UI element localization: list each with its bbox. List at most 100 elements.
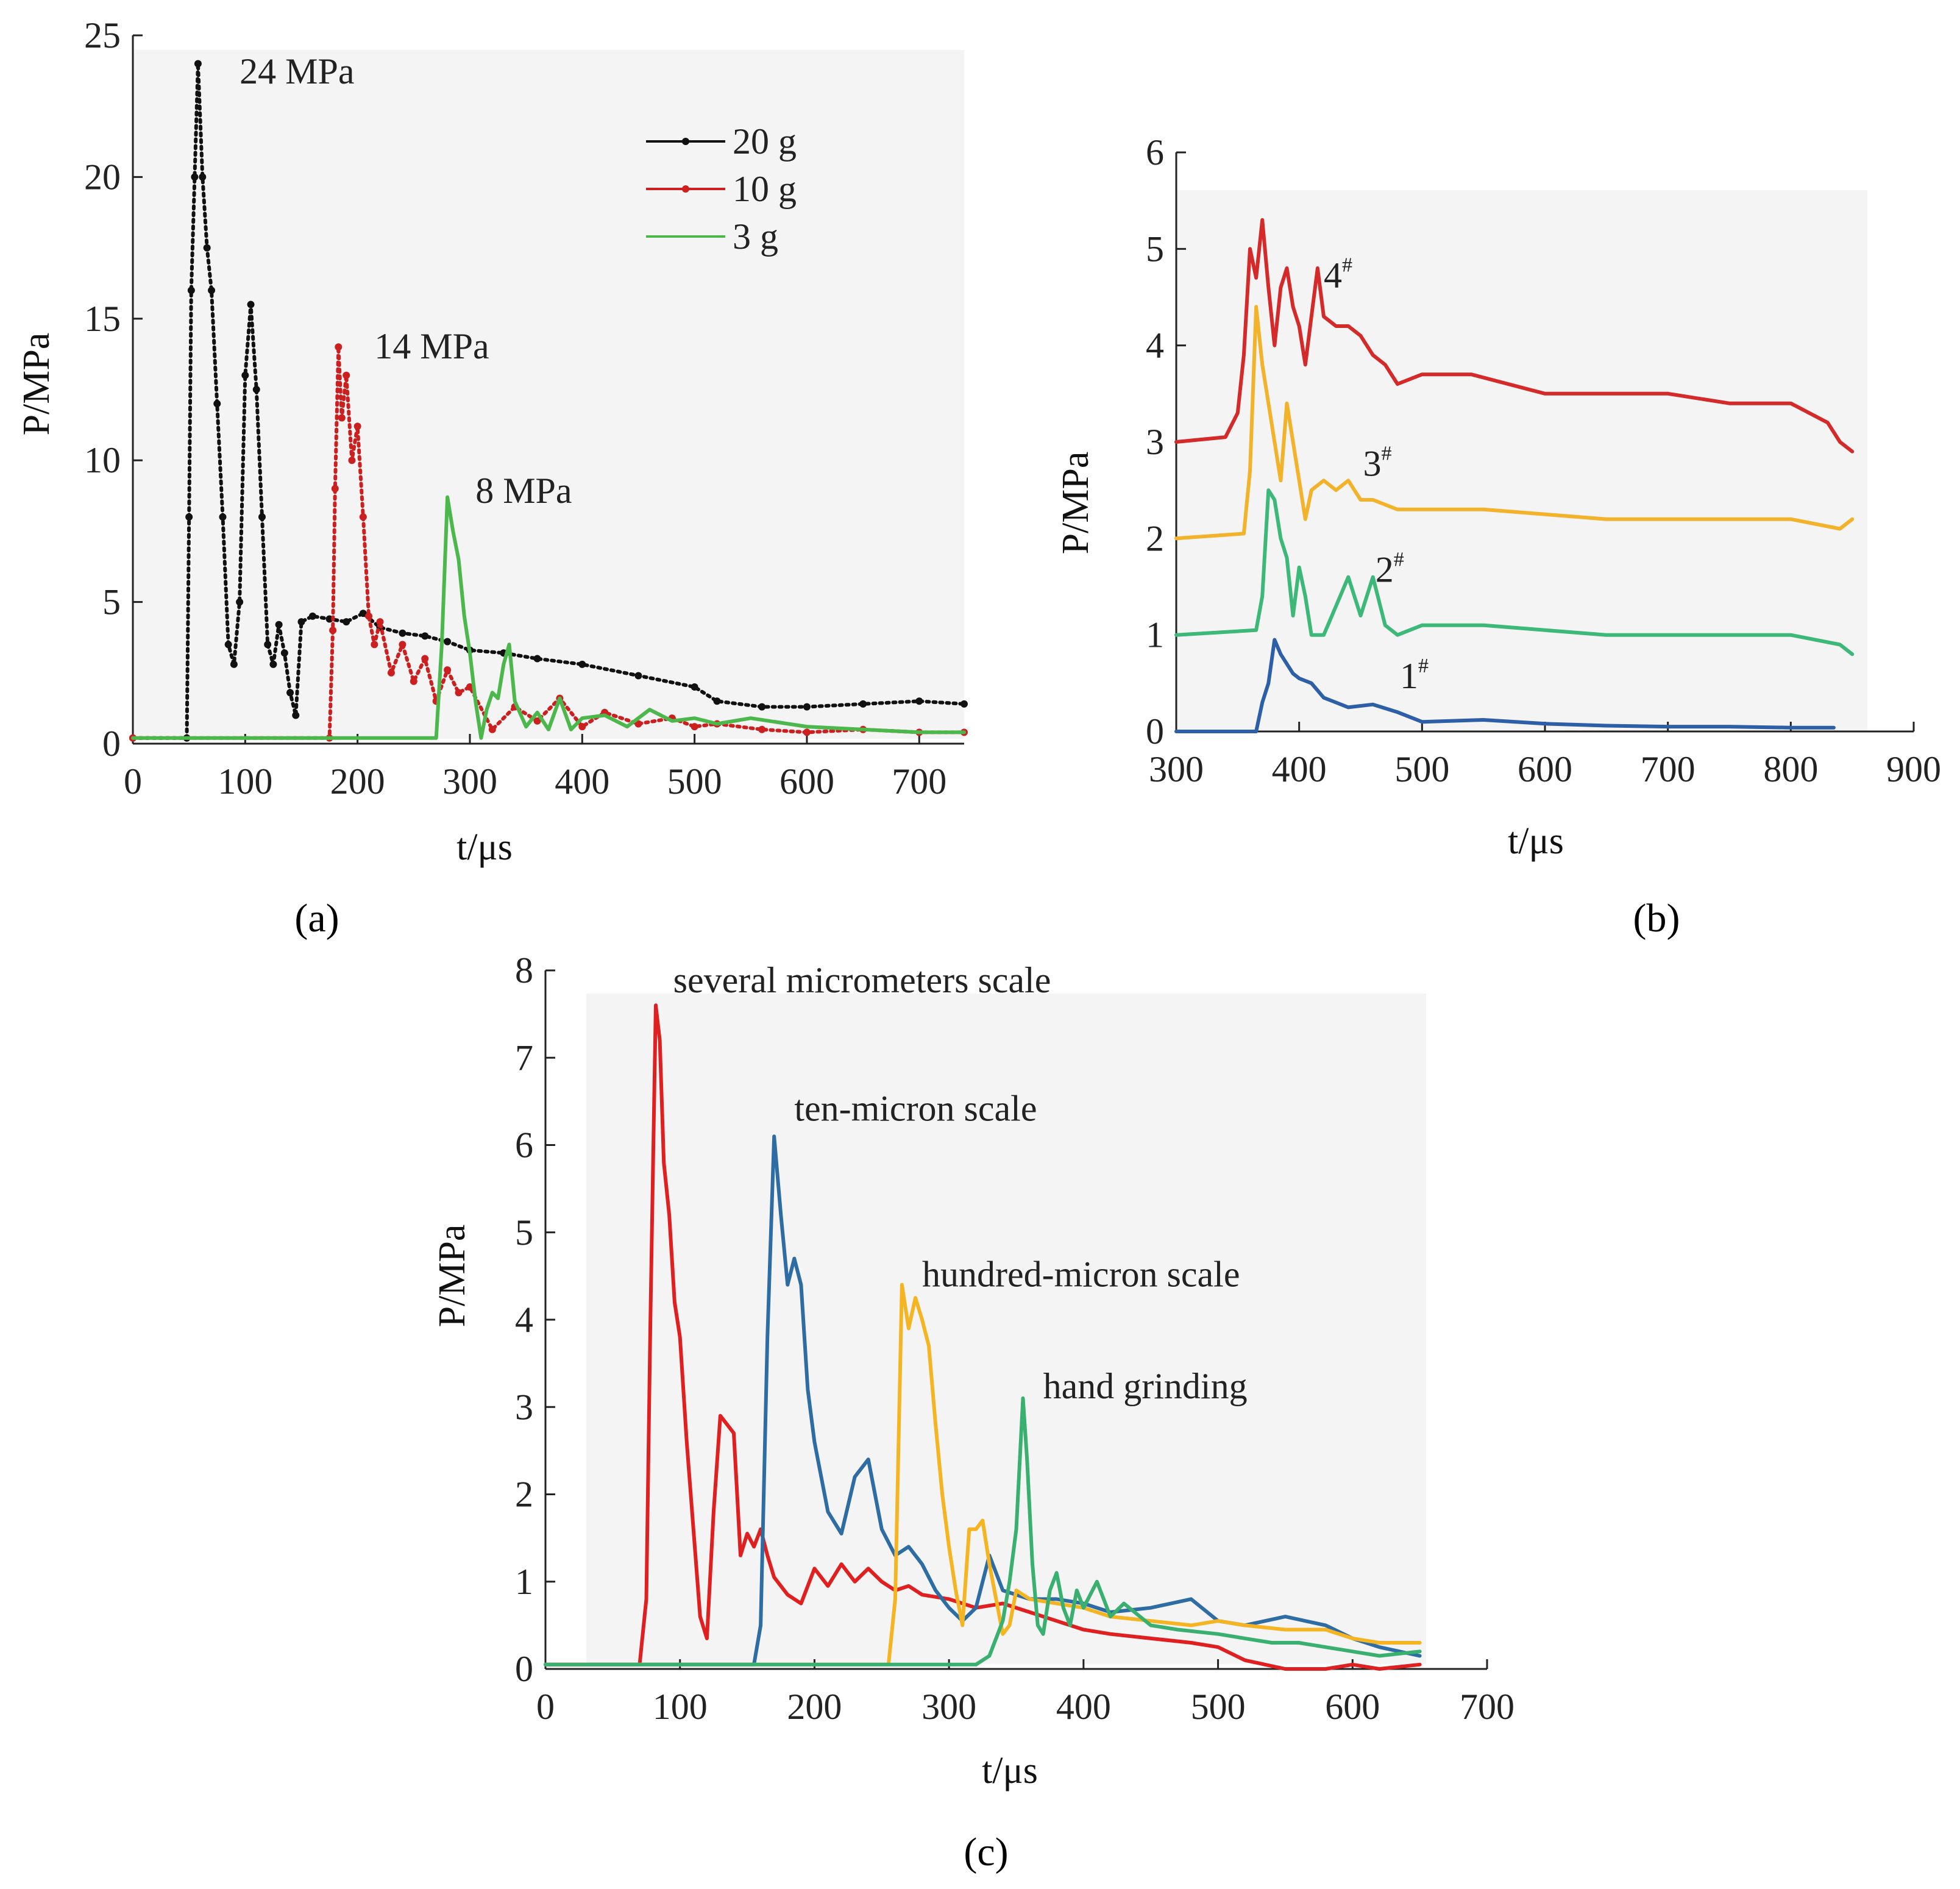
x-tick-label: 700 — [1641, 749, 1695, 789]
y-tick-label: 1 — [1146, 615, 1164, 655]
chart-panel-b: 300 400 500 600 700 800 900 0 1 2 3 4 5 6 t/μs P/MPa 4#… — [1055, 132, 1941, 862]
data-point — [331, 485, 339, 493]
chart-panel-a: 0 100 200 300 400 500 600 700 0 5 10 15 20 25 t/μs P/MP… — [16, 15, 968, 868]
data-point — [803, 728, 811, 736]
x-tick-label: 100 — [218, 761, 272, 802]
x-tick-label: 700 — [1460, 1687, 1514, 1727]
y-tick-label: 6 — [1146, 132, 1164, 173]
axes-b: 300 400 500 600 700 800 900 0 1 2 3 4 5 6 t/μs P/MPa — [1055, 132, 1941, 862]
y-tick-label: 4 — [1146, 326, 1164, 366]
data-point — [338, 414, 346, 422]
annotation-label: 1# — [1400, 655, 1429, 696]
series-4 — [1174, 218, 1855, 454]
series-line-3-g — [131, 495, 966, 740]
data-point — [236, 598, 244, 606]
data-point — [359, 610, 367, 617]
y-tick-label: 7 — [515, 1037, 533, 1078]
data-point — [691, 723, 698, 731]
panel-caption-b: (b) — [1633, 896, 1680, 941]
data-point — [376, 618, 384, 626]
data-point — [359, 513, 367, 521]
data-point — [915, 697, 923, 705]
y-tick-label: 25 — [84, 15, 121, 55]
x-tick-label: 0 — [124, 761, 142, 802]
data-point — [208, 286, 216, 294]
series-line-10-g — [131, 345, 966, 740]
data-point — [455, 689, 463, 697]
y-tick-label: 6 — [515, 1125, 533, 1165]
data-point — [185, 513, 193, 521]
x-tick-label: 600 — [1325, 1687, 1380, 1727]
x-axis-label: t/μs — [456, 827, 513, 868]
x-tick-label: 500 — [1191, 1687, 1246, 1727]
x-tick-label: 400 — [1272, 749, 1327, 789]
data-point — [399, 641, 407, 649]
y-axis-label: P/MPa — [1055, 452, 1096, 555]
series-line-2 — [1174, 488, 1855, 656]
data-point — [758, 725, 766, 733]
legend-a: 20 g 10 g 3 g — [646, 121, 797, 257]
x-tick-label: 400 — [555, 761, 609, 802]
data-point — [533, 655, 541, 663]
data-point — [241, 371, 249, 379]
data-point — [269, 660, 277, 668]
series-line-hand-grinding — [544, 1396, 1422, 1667]
series-ten-micron-scale — [544, 1134, 1422, 1667]
series-hundred-micron-scale — [544, 1282, 1422, 1667]
annotations-c: several micrometers scale ten-micron scal… — [673, 960, 1248, 1406]
annotation-label: ten-micron scale — [794, 1088, 1037, 1128]
data-point — [199, 173, 207, 181]
x-axis-label: t/μs — [1508, 820, 1564, 862]
data-point — [410, 677, 417, 685]
x-axis-label: t/μs — [982, 1750, 1038, 1791]
y-tick-label: 8 — [515, 950, 533, 991]
data-point — [343, 371, 350, 379]
data-point — [444, 666, 452, 674]
chart-panel-c: 0 100 200 300 400 500 600 700 0 1 2 3 4 5 6 7 8 t/μs P/MPa… — [431, 950, 1514, 1791]
data-point — [194, 60, 202, 68]
x-tick-label: 500 — [667, 761, 722, 802]
series-line-1 — [1174, 638, 1836, 733]
y-tick-label: 2 — [1146, 518, 1164, 558]
legend-marker — [682, 138, 689, 145]
series-group-c — [544, 1003, 1422, 1671]
data-point — [187, 286, 195, 294]
x-tick-label: 0 — [536, 1687, 555, 1727]
data-point — [859, 700, 867, 708]
plot-area-c — [586, 994, 1426, 1664]
data-point — [634, 720, 642, 728]
annotation-label: hundred-micron scale — [922, 1254, 1240, 1295]
data-point — [292, 711, 300, 719]
y-axis-label: P/MPa — [431, 1225, 473, 1328]
annotation-label: 24 MPa — [240, 51, 354, 91]
legend-label: 20 g — [733, 121, 797, 162]
series-line-hundred-micron-scale — [544, 1282, 1422, 1667]
x-tick-label: 300 — [1149, 749, 1204, 789]
series-2 — [1174, 488, 1855, 656]
y-tick-label: 5 — [1146, 229, 1164, 269]
series-several-micrometers-scale — [544, 1003, 1422, 1671]
y-tick-label: 1 — [515, 1562, 533, 1602]
panel-caption-a: (a) — [294, 896, 339, 941]
data-point — [444, 638, 452, 646]
legend-label: 3 g — [733, 216, 778, 257]
data-point — [371, 641, 378, 649]
y-tick-label: 0 — [102, 724, 121, 764]
annotation-label: 14 MPa — [374, 326, 489, 366]
data-point — [275, 621, 283, 628]
series-3-g — [131, 495, 966, 740]
data-point — [329, 627, 337, 635]
y-tick-label: 2 — [515, 1475, 533, 1515]
series-line-4 — [1174, 218, 1855, 454]
x-tick-label: 300 — [921, 1687, 976, 1727]
annotation-label: several micrometers scale — [673, 960, 1051, 1000]
data-point — [308, 612, 316, 620]
data-point — [387, 669, 395, 677]
data-point — [365, 612, 373, 620]
x-tick-label: 700 — [892, 761, 946, 802]
annotation-superscript: # — [1394, 549, 1404, 571]
x-tick-label: 200 — [787, 1687, 842, 1727]
data-point — [960, 700, 968, 708]
data-point — [247, 301, 255, 308]
